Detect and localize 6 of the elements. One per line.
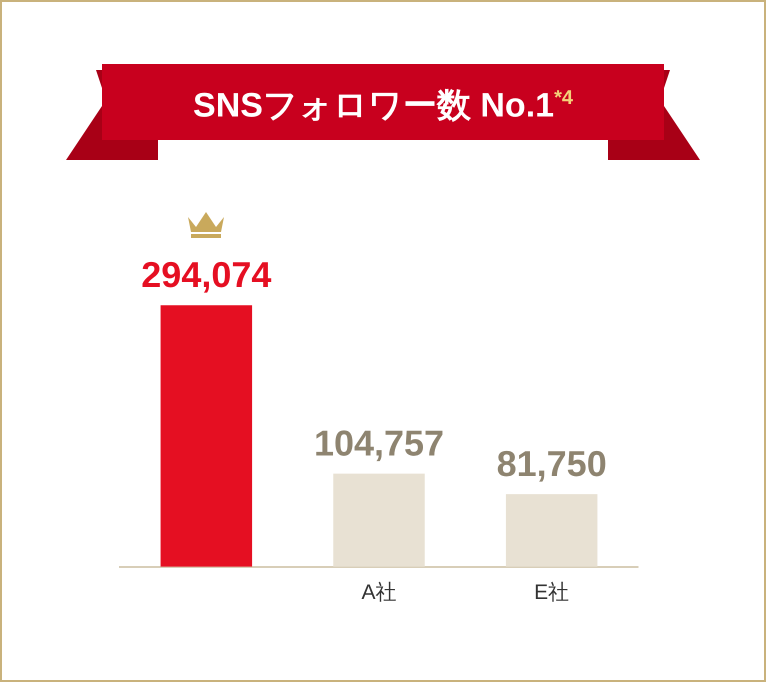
data-label: 81,750 xyxy=(496,443,607,484)
data-label: 294,074 xyxy=(141,254,272,296)
x-tick-label: E社 xyxy=(534,581,570,604)
chart-title: SNSフォロワー数 No.1$^{*4}$ xyxy=(192,85,574,126)
x-tick-label: A社 xyxy=(361,581,397,604)
data-label: 104,757 xyxy=(314,422,444,464)
